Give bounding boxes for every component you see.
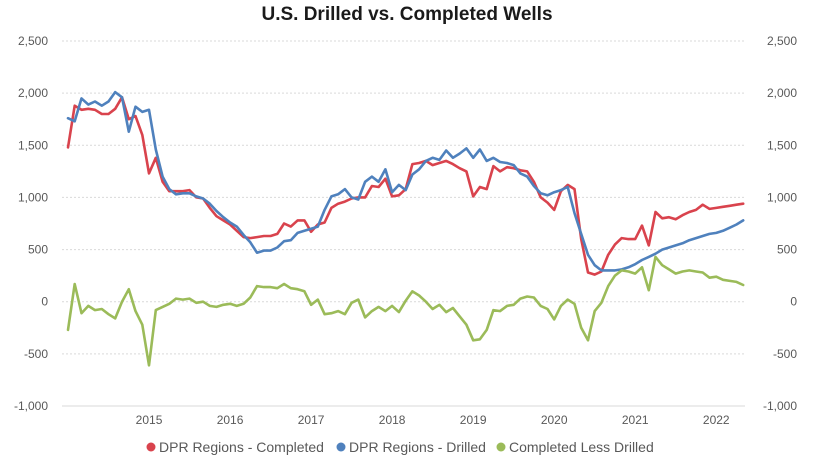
right-y-tick-label: 2,500 — [767, 34, 797, 48]
legend-marker — [146, 442, 156, 452]
legend-marker — [336, 442, 346, 452]
right-y-tick-label: -1,000 — [763, 399, 797, 413]
x-axis: 2015 2016 2017 2018 2019 2020 2021 2022 — [62, 405, 745, 427]
right-y-tick-label: -500 — [773, 347, 797, 361]
x-tick-label: 2016 — [217, 413, 244, 427]
left-y-tick-label: 500 — [28, 243, 48, 257]
left-y-tick-label: 2,000 — [18, 86, 48, 100]
legend: DPR Regions - Completed DPR Regions - Dri… — [146, 439, 654, 455]
x-tick-label: 2021 — [622, 413, 649, 427]
right-y-tick-label: 1,000 — [767, 190, 797, 204]
x-tick-label: 2018 — [379, 413, 406, 427]
series-line-completed-less-drilled — [66, 255, 745, 367]
right-y-tick-label: 500 — [777, 243, 797, 257]
x-tick-label: 2022 — [703, 413, 730, 427]
legend-label: DPR Regions - Drilled — [349, 439, 486, 455]
right-y-tick-label: 2,000 — [767, 86, 797, 100]
x-tick-label: 2020 — [541, 413, 568, 427]
left-y-tick-label: 1,500 — [18, 138, 48, 152]
left-y-tick-label: 0 — [41, 295, 48, 309]
right-y-tick-label: 0 — [790, 295, 797, 309]
right-y-axis: 2,500 2,000 1,500 1,000 500 0 -500 -1,000 — [763, 34, 797, 413]
left-y-tick-label: -1,000 — [14, 399, 48, 413]
left-y-tick-label: -500 — [24, 347, 48, 361]
x-tick-label: 2019 — [460, 413, 487, 427]
left-y-tick-label: 1,000 — [18, 190, 48, 204]
x-tick-label: 2015 — [136, 413, 163, 427]
legend-label: DPR Regions - Completed — [159, 439, 324, 455]
left-y-axis: 2,500 2,000 1,500 1,000 500 0 -500 -1,000 — [14, 34, 48, 413]
series-line-dpr-regions-drilled — [66, 90, 745, 272]
series-lines — [66, 90, 745, 367]
gridlines — [62, 40, 745, 407]
chart-title: U.S. Drilled vs. Completed Wells — [261, 4, 552, 25]
right-y-tick-label: 1,500 — [767, 138, 797, 152]
left-y-tick-label: 2,500 — [18, 34, 48, 48]
series-line-dpr-regions-completed — [66, 96, 745, 276]
legend-label: Completed Less Drilled — [509, 439, 654, 455]
legend-marker — [496, 442, 506, 452]
x-tick-label: 2017 — [298, 413, 325, 427]
